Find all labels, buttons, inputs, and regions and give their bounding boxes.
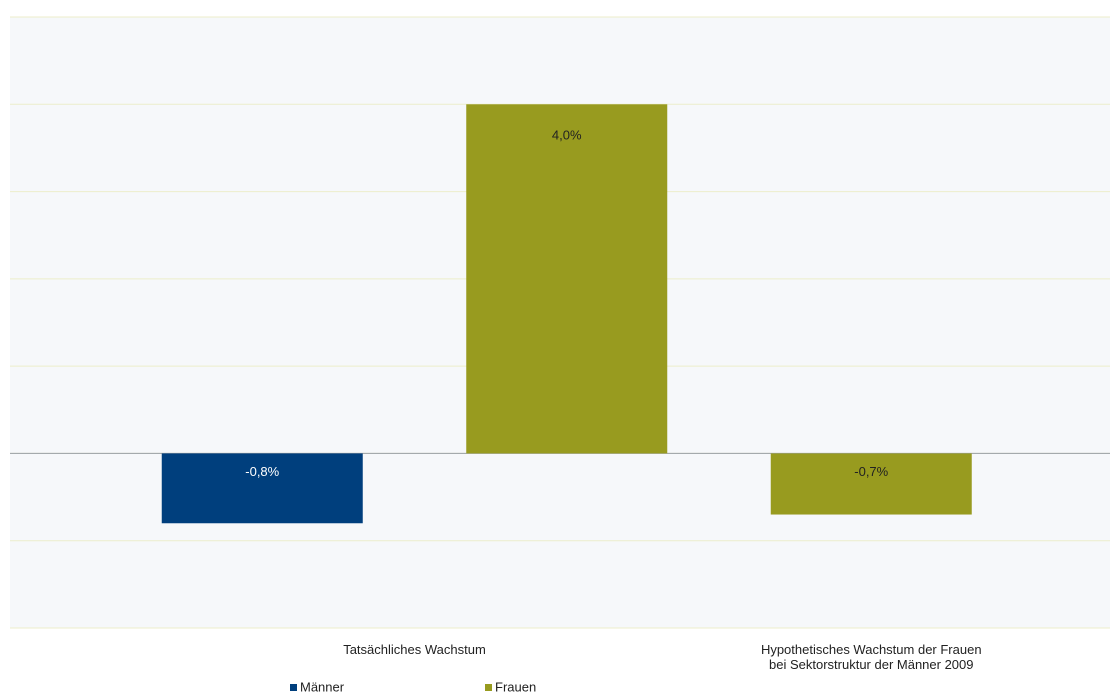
legend-swatch xyxy=(290,684,297,691)
legend-swatch xyxy=(485,684,492,691)
bar xyxy=(466,104,668,454)
bar xyxy=(770,453,972,515)
legend-label: Männer xyxy=(300,679,345,694)
value-label: -0,8% xyxy=(245,464,279,479)
value-label: -0,7% xyxy=(854,464,888,479)
x-tick-label: Hypothetisches Wachstum der Frauen bei S… xyxy=(760,642,982,672)
legend-label: Frauen xyxy=(495,679,536,694)
x-tick-label: Tatsächliches Wachstum xyxy=(343,642,486,657)
bar xyxy=(161,453,363,524)
value-label: 4,0% xyxy=(552,128,582,143)
